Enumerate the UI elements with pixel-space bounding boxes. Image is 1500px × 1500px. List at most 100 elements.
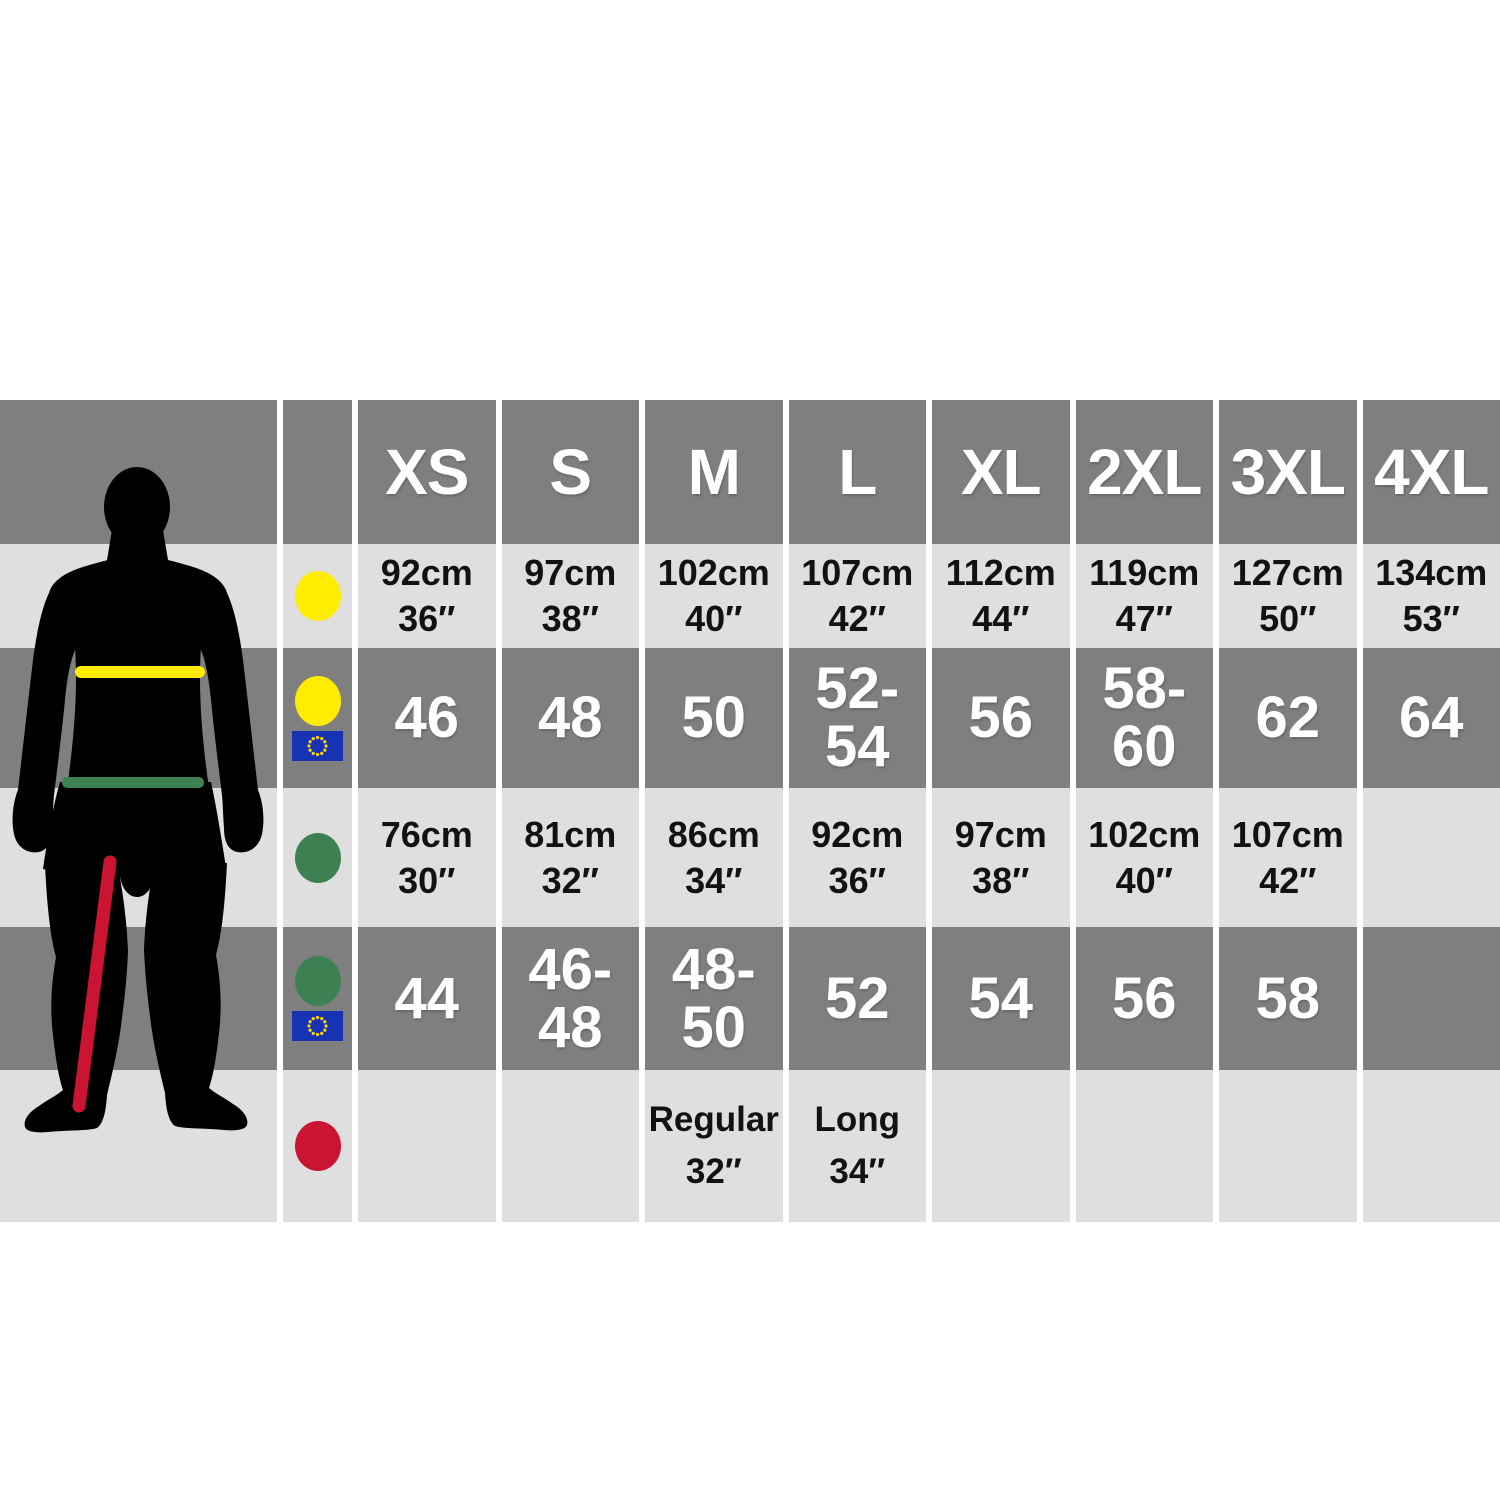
chest-in-value: 50″ (1259, 598, 1317, 639)
waist-cell: 92cm 36″ (788, 788, 926, 927)
leg-cell (1362, 1070, 1500, 1222)
size-header: XS (358, 400, 496, 544)
chest-cm-value: 107cm (801, 552, 914, 593)
chest-cell: 134cm 53″ (1362, 544, 1500, 648)
waist-dot-icon (294, 956, 341, 1006)
band-cell (0, 788, 277, 927)
legend-cell (283, 788, 352, 927)
chest-eu-cell: 52-54 (788, 648, 926, 788)
waist-cm-value: 92cm (811, 813, 904, 855)
chest-in-value: 44″ (972, 598, 1030, 639)
chest-cell: 119cm 47″ (1075, 544, 1213, 648)
chest-eu-cell: 58-60 (1075, 648, 1213, 788)
size-header-label: XL (960, 436, 1042, 508)
size-column-4xl: 4XL 134cm 53″ 64 (1362, 400, 1500, 1222)
chest-eu-value: 46 (394, 685, 459, 750)
chest-eu-cell: 62 (1219, 648, 1357, 788)
size-column-l: L 107cm 42″ 52-54 92cm 36″ 52 Long 34″ (788, 400, 926, 1222)
eu-flag-icon (292, 1011, 343, 1041)
size-header: S (501, 400, 639, 544)
waist-eu-cell: 46-48 (501, 927, 639, 1070)
waist-eu-cell: 54 (932, 927, 1070, 1070)
chest-cm-value: 92cm (380, 552, 473, 593)
inside-leg-dot-icon (294, 1121, 341, 1171)
waist-in-value: 30″ (398, 859, 456, 901)
size-header-label: 4XL (1374, 436, 1489, 508)
size-header-label: M (687, 436, 741, 508)
size-header: 2XL (1075, 400, 1213, 544)
size-header-label: 2XL (1087, 436, 1202, 508)
size-header-label: S (549, 436, 592, 508)
legend-cell (283, 544, 352, 648)
waist-eu-value: 54 (968, 965, 1033, 1031)
waist-cell: 97cm 38″ (932, 788, 1070, 927)
chest-eu-cell: 46 (358, 648, 496, 788)
chest-eu-cell: 48 (501, 648, 639, 788)
chest-in-value: 53″ (1402, 598, 1460, 639)
chest-cm-value: 102cm (657, 552, 770, 593)
legend-header-cell (283, 400, 352, 544)
leg-length-value: 34″ (829, 1152, 886, 1191)
leg-cell: Regular 32″ (645, 1070, 783, 1222)
leg-cell (932, 1070, 1070, 1222)
band-cell (0, 1070, 277, 1222)
chest-dot-icon (294, 675, 341, 726)
size-table: XS 92cm 36″ 46 76cm 30″ 44 S 97cm 38″ 48 81… (0, 400, 1500, 1222)
waist-cm-value: 81cm (524, 813, 617, 855)
size-column-3xl: 3XL 127cm 50″ 62 107cm 42″ 58 (1219, 400, 1357, 1222)
chest-cm-value: 112cm (945, 552, 1056, 593)
chest-eu-cell: 56 (932, 648, 1070, 788)
leg-cell (1075, 1070, 1213, 1222)
waist-in-value: 36″ (828, 859, 886, 901)
legend-cell (283, 648, 352, 788)
waist-cell: 86cm 34″ (645, 788, 783, 927)
waist-in-value: 34″ (685, 859, 743, 901)
waist-cm-value: 102cm (1088, 813, 1201, 855)
chest-cell: 97cm 38″ (501, 544, 639, 648)
chest-cm-value: 119cm (1089, 552, 1200, 593)
chest-cell: 107cm 42″ (788, 544, 926, 648)
chest-eu-value: 52-54 (815, 656, 900, 779)
size-header-label: L (838, 436, 877, 508)
waist-cell: 107cm 42″ (1219, 788, 1357, 927)
chest-cm-value: 134cm (1375, 552, 1488, 593)
band-cell (0, 927, 277, 1070)
waist-dot-icon (294, 832, 341, 883)
chest-cell: 127cm 50″ (1219, 544, 1357, 648)
waist-cm-value: 97cm (954, 813, 1047, 855)
chest-in-value: 38″ (541, 598, 599, 639)
chest-eu-cell: 64 (1362, 648, 1500, 788)
chest-in-value: 42″ (828, 598, 886, 639)
size-header-label: XS (385, 436, 469, 508)
waist-eu-cell (1362, 927, 1500, 1070)
band-cell (0, 648, 277, 788)
size-header: M (645, 400, 783, 544)
waist-eu-value: 44 (394, 965, 459, 1031)
chest-eu-value: 62 (1255, 685, 1320, 750)
chest-in-value: 36″ (398, 598, 456, 639)
size-column-xl: XL 112cm 44″ 56 97cm 38″ 54 (932, 400, 1070, 1222)
chest-cell: 102cm 40″ (645, 544, 783, 648)
chest-eu-value: 48 (537, 685, 603, 750)
waist-eu-cell: 48-50 (645, 927, 783, 1070)
chest-dot-icon (294, 571, 341, 621)
chest-cm-value: 127cm (1231, 552, 1344, 593)
waist-cell: 76cm 30″ (358, 788, 496, 927)
waist-eu-value: 58 (1255, 965, 1320, 1031)
size-column-s: S 97cm 38″ 48 81cm 32″ 46-48 (501, 400, 639, 1222)
waist-eu-value: 46-48 (528, 936, 613, 1060)
leg-cell: Long 34″ (788, 1070, 926, 1222)
waist-cm-value: 76cm (380, 813, 473, 855)
size-header-label: 3XL (1230, 436, 1346, 508)
legend-column (283, 400, 352, 1222)
chest-eu-value: 64 (1398, 685, 1464, 750)
chest-cell: 92cm 36″ (358, 544, 496, 648)
band-cell (0, 544, 277, 648)
size-column-m: M 102cm 40″ 50 86cm 34″ 48-50 Regular 32″ (645, 400, 783, 1222)
size-column-xs: XS 92cm 36″ 46 76cm 30″ 44 (358, 400, 496, 1222)
waist-cm-value: 86cm (667, 813, 760, 855)
chest-eu-value: 50 (681, 685, 746, 750)
leg-cell (501, 1070, 639, 1222)
legend-cell (283, 927, 352, 1070)
